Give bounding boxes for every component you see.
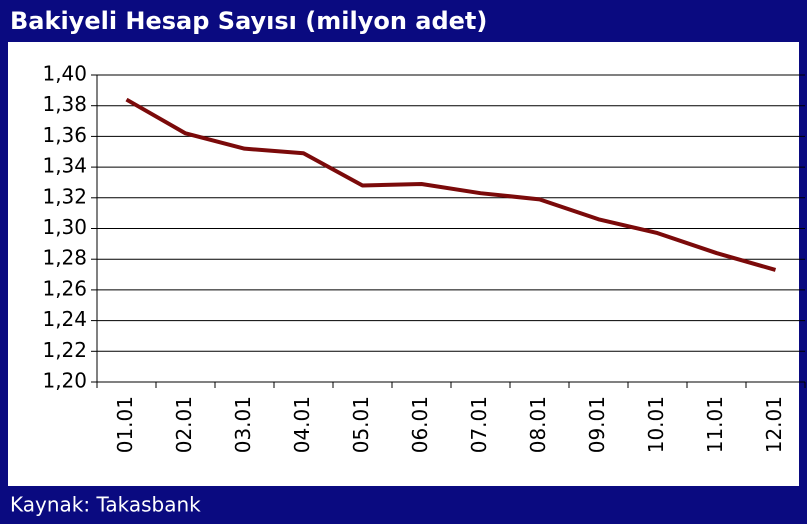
- x-tick-label: 04.01: [290, 396, 314, 453]
- x-tick-label: 12.01: [762, 396, 786, 453]
- y-tick-label: 1,28: [42, 246, 87, 270]
- x-tick-label: 01.01: [113, 396, 137, 453]
- x-tick-label: 03.01: [231, 396, 255, 453]
- y-tick-label: 1,24: [42, 307, 87, 331]
- x-tick-label: 07.01: [467, 396, 491, 453]
- source: Kaynak: Takasbank: [10, 493, 201, 517]
- x-tick-label: 02.01: [172, 396, 196, 453]
- x-tick-label: 09.01: [585, 396, 609, 453]
- y-tick-label: 1,36: [42, 123, 87, 147]
- x-tick-label: 11.01: [703, 396, 727, 453]
- x-tick-label: 10.01: [644, 396, 668, 453]
- x-tick-label: 06.01: [408, 396, 432, 453]
- chart-title: Bakiyeli Hesap Sayısı (milyon adet): [10, 7, 487, 35]
- y-tick-label: 1,26: [42, 276, 87, 300]
- x-tick-label: 05.01: [349, 396, 373, 453]
- y-tick-label: 1,38: [42, 92, 87, 116]
- y-tick-label: 1,40: [42, 62, 87, 86]
- line: [125, 97, 777, 272]
- y-tick-label: 1,32: [42, 184, 87, 208]
- y-tick-label: 1,30: [42, 215, 87, 239]
- plot-background: [8, 42, 799, 486]
- x-tick-label: 08.01: [526, 396, 550, 453]
- y-tick-label: 1,20: [42, 369, 87, 393]
- y-tick-label: 1,34: [42, 154, 87, 178]
- y-tick-label: 1,22: [42, 338, 87, 362]
